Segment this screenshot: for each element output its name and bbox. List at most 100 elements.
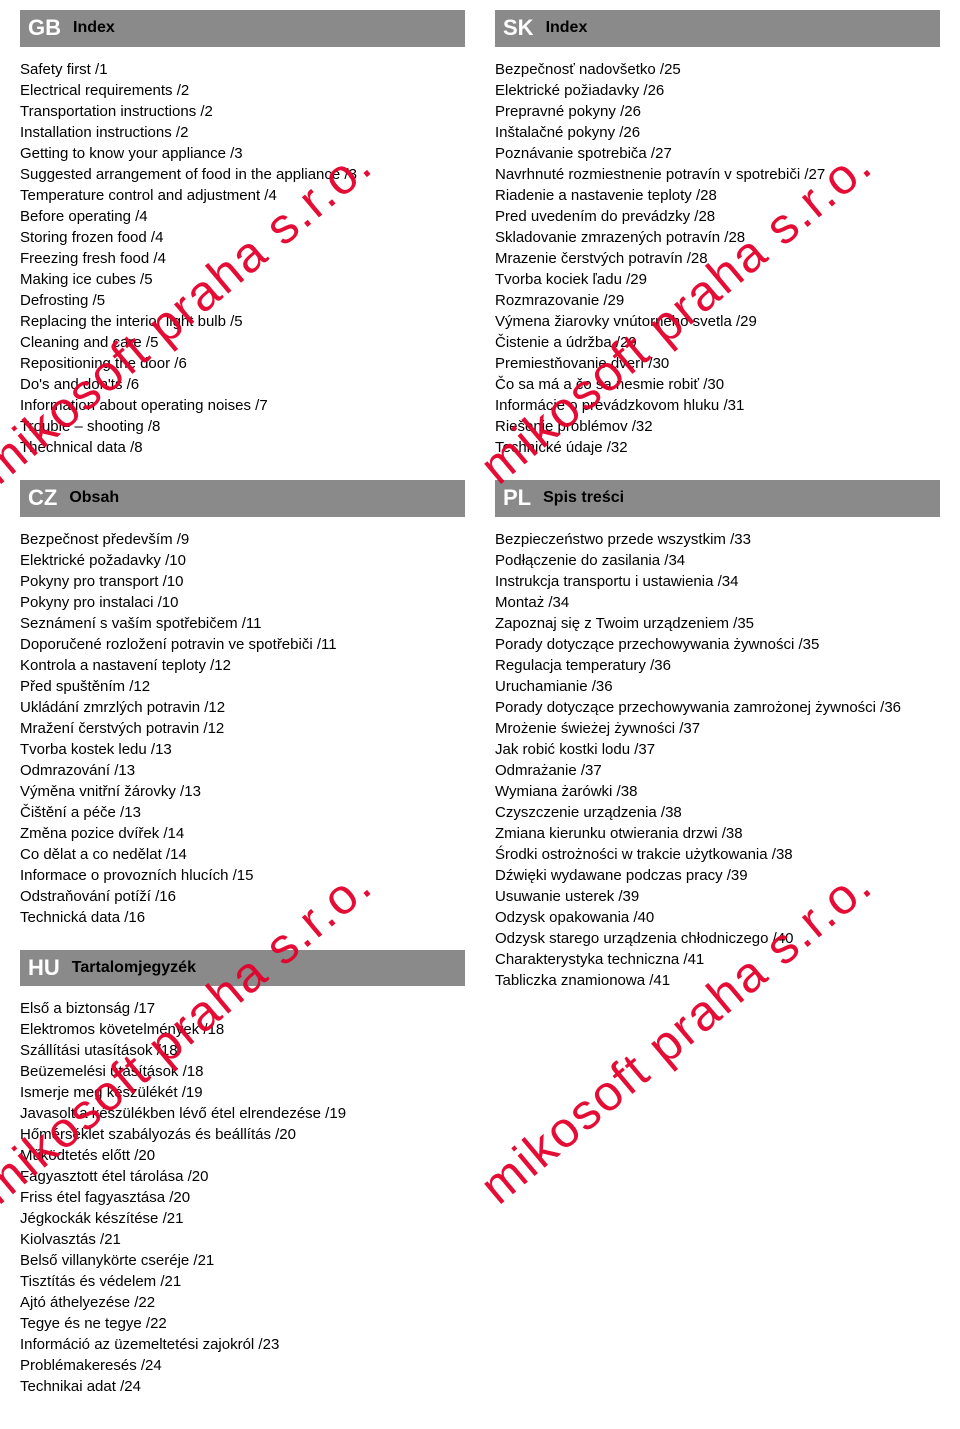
toc-item: Ukládání zmrzlých potravin /12 — [20, 697, 465, 718]
toc-item: Javasolt a készülékben lévő étel elrende… — [20, 1103, 465, 1124]
section-header: PL Spis treści — [495, 480, 940, 517]
toc-item: Electrical requirements /2 — [20, 80, 465, 101]
section-header: CZ Obsah — [20, 480, 465, 517]
toc-item: Tegye és ne tegye /22 — [20, 1313, 465, 1334]
section-cz: CZ Obsah Bezpečnost především /9Elektric… — [20, 480, 465, 928]
section-items-hu: Első a biztonság /17Elektromos követelmé… — [20, 998, 465, 1397]
toc-item: Information about operating noises /7 — [20, 395, 465, 416]
section-hu: HU Tartalomjegyzék Első a biztonság /17E… — [20, 950, 465, 1398]
toc-item: Bezpieczeństwo przede wszystkim /33 — [495, 529, 940, 550]
section-title: Index — [73, 17, 115, 39]
toc-item: Pred uvedením do prevádzky /28 — [495, 206, 940, 227]
toc-item: Thechnical data /8 — [20, 437, 465, 458]
section-header: SK Index — [495, 10, 940, 47]
toc-item: Usuwanie usterek /39 — [495, 886, 940, 907]
toc-item: Temperature control and adjustment /4 — [20, 185, 465, 206]
toc-item: Making ice cubes /5 — [20, 269, 465, 290]
section-items-pl: Bezpieczeństwo przede wszystkim /33Podłą… — [495, 529, 940, 991]
toc-item: Bezpečnosť nadovšetko /25 — [495, 59, 940, 80]
toc-item: Čištění a péče /13 — [20, 802, 465, 823]
toc-item: Freezing fresh food /4 — [20, 248, 465, 269]
section-title: Spis treści — [543, 487, 624, 509]
toc-item: Mrazenie čerstvých potravín /28 — [495, 248, 940, 269]
toc-item: Regulacja temperatury /36 — [495, 655, 940, 676]
toc-item: Navrhnuté rozmiestnenie potravín v spotr… — [495, 164, 940, 185]
right-column: SK Index Bezpečnosť nadovšetko /25Elektr… — [495, 10, 940, 1419]
toc-item: Első a biztonság /17 — [20, 998, 465, 1019]
toc-item: Installation instructions /2 — [20, 122, 465, 143]
section-items-sk: Bezpečnosť nadovšetko /25Elektrické poži… — [495, 59, 940, 458]
toc-item: Belső villanykörte cseréje /21 — [20, 1250, 465, 1271]
toc-item: Problémakeresés /24 — [20, 1355, 465, 1376]
toc-item: Odmrazování /13 — [20, 760, 465, 781]
toc-item: Doporučené rozložení potravin ve spotřeb… — [20, 634, 465, 655]
lang-code: SK — [503, 13, 534, 44]
toc-item: Trouble – shooting /8 — [20, 416, 465, 437]
left-column: GB Index Safety first /1Electrical requi… — [20, 10, 465, 1419]
toc-item: Beüzemelési utasítások /18 — [20, 1061, 465, 1082]
toc-item: Repositioning the door /6 — [20, 353, 465, 374]
toc-item: Tabliczka znamionowa /41 — [495, 970, 940, 991]
toc-item: Zmiana kierunku otwierania drzwi /38 — [495, 823, 940, 844]
lang-code: PL — [503, 483, 531, 514]
toc-item: Informácie o prevádzkovom hluku /31 — [495, 395, 940, 416]
toc-item: Montaż /34 — [495, 592, 940, 613]
toc-item: Storing frozen food /4 — [20, 227, 465, 248]
toc-item: Pokyny pro transport /10 — [20, 571, 465, 592]
section-header: GB Index — [20, 10, 465, 47]
toc-item: Pokyny pro instalaci /10 — [20, 592, 465, 613]
toc-item: Do's and don'ts /6 — [20, 374, 465, 395]
toc-item: Czyszczenie urządzenia /38 — [495, 802, 940, 823]
toc-item: Technická data /16 — [20, 907, 465, 928]
toc-item: Zapoznaj się z Twoim urządzeniem /35 — [495, 613, 940, 634]
toc-item: Ismerje meg készülékét /19 — [20, 1082, 465, 1103]
toc-item: Getting to know your appliance /3 — [20, 143, 465, 164]
toc-item: Změna pozice dvířek /14 — [20, 823, 465, 844]
toc-item: Safety first /1 — [20, 59, 465, 80]
toc-item: Wymiana żarówki /38 — [495, 781, 940, 802]
toc-item: Odzysk starego urządzenia chłodniczego /… — [495, 928, 940, 949]
toc-item: Čo sa má a čo sa nesmie robiť /30 — [495, 374, 940, 395]
toc-item: Kontrola a nastavení teploty /12 — [20, 655, 465, 676]
toc-item: Before operating /4 — [20, 206, 465, 227]
lang-code: GB — [28, 13, 61, 44]
toc-item: Transportation instructions /2 — [20, 101, 465, 122]
toc-item: Dźwięki wydawane podczas pracy /39 — [495, 865, 940, 886]
toc-item: Kiolvasztás /21 — [20, 1229, 465, 1250]
section-title: Tartalomjegyzék — [72, 957, 196, 979]
section-header: HU Tartalomjegyzék — [20, 950, 465, 987]
toc-item: Működtetés előtt /20 — [20, 1145, 465, 1166]
section-items-gb: Safety first /1Electrical requirements /… — [20, 59, 465, 458]
toc-item: Premiestňovanie dverí /30 — [495, 353, 940, 374]
toc-item: Rozmrazovanie /29 — [495, 290, 940, 311]
section-title: Obsah — [69, 487, 119, 509]
section-items-cz: Bezpečnost především /9Elektrické požada… — [20, 529, 465, 928]
toc-item: Odstraňování potíží /16 — [20, 886, 465, 907]
lang-code: HU — [28, 953, 60, 984]
toc-item: Instrukcja transportu i ustawienia /34 — [495, 571, 940, 592]
toc-item: Technikai adat /24 — [20, 1376, 465, 1397]
toc-item: Čistenie a údržba /29 — [495, 332, 940, 353]
section-sk: SK Index Bezpečnosť nadovšetko /25Elektr… — [495, 10, 940, 458]
toc-item: Defrosting /5 — [20, 290, 465, 311]
toc-item: Elektrické požiadavky /26 — [495, 80, 940, 101]
toc-item: Elektrické požadavky /10 — [20, 550, 465, 571]
toc-item: Jégkockák készítése /21 — [20, 1208, 465, 1229]
toc-item: Jak robić kostki lodu /37 — [495, 739, 940, 760]
toc-item: Szállítási utasítások /18 — [20, 1040, 465, 1061]
toc-item: Skladovanie zmrazených potravín /28 — [495, 227, 940, 248]
content-columns: GB Index Safety first /1Electrical requi… — [20, 10, 940, 1419]
section-pl: PL Spis treści Bezpieczeństwo przede wsz… — [495, 480, 940, 991]
toc-item: Poznávanie spotrebiča /27 — [495, 143, 940, 164]
toc-item: Inštalačné pokyny /26 — [495, 122, 940, 143]
toc-item: Információ az üzemeltetési zajokról /23 — [20, 1334, 465, 1355]
section-title: Index — [546, 17, 588, 39]
toc-item: Uruchamianie /36 — [495, 676, 940, 697]
toc-item: Tvorba kostek ledu /13 — [20, 739, 465, 760]
toc-item: Bezpečnost především /9 — [20, 529, 465, 550]
toc-item: Środki ostrożności w trakcie użytkowania… — [495, 844, 940, 865]
toc-item: Výmena žiarovky vnútorného svetla /29 — [495, 311, 940, 332]
toc-item: Seznámení s vaším spotřebičem /11 — [20, 613, 465, 634]
toc-item: Informace o provozních hlucích /15 — [20, 865, 465, 886]
toc-item: Riešenie problémov /32 — [495, 416, 940, 437]
